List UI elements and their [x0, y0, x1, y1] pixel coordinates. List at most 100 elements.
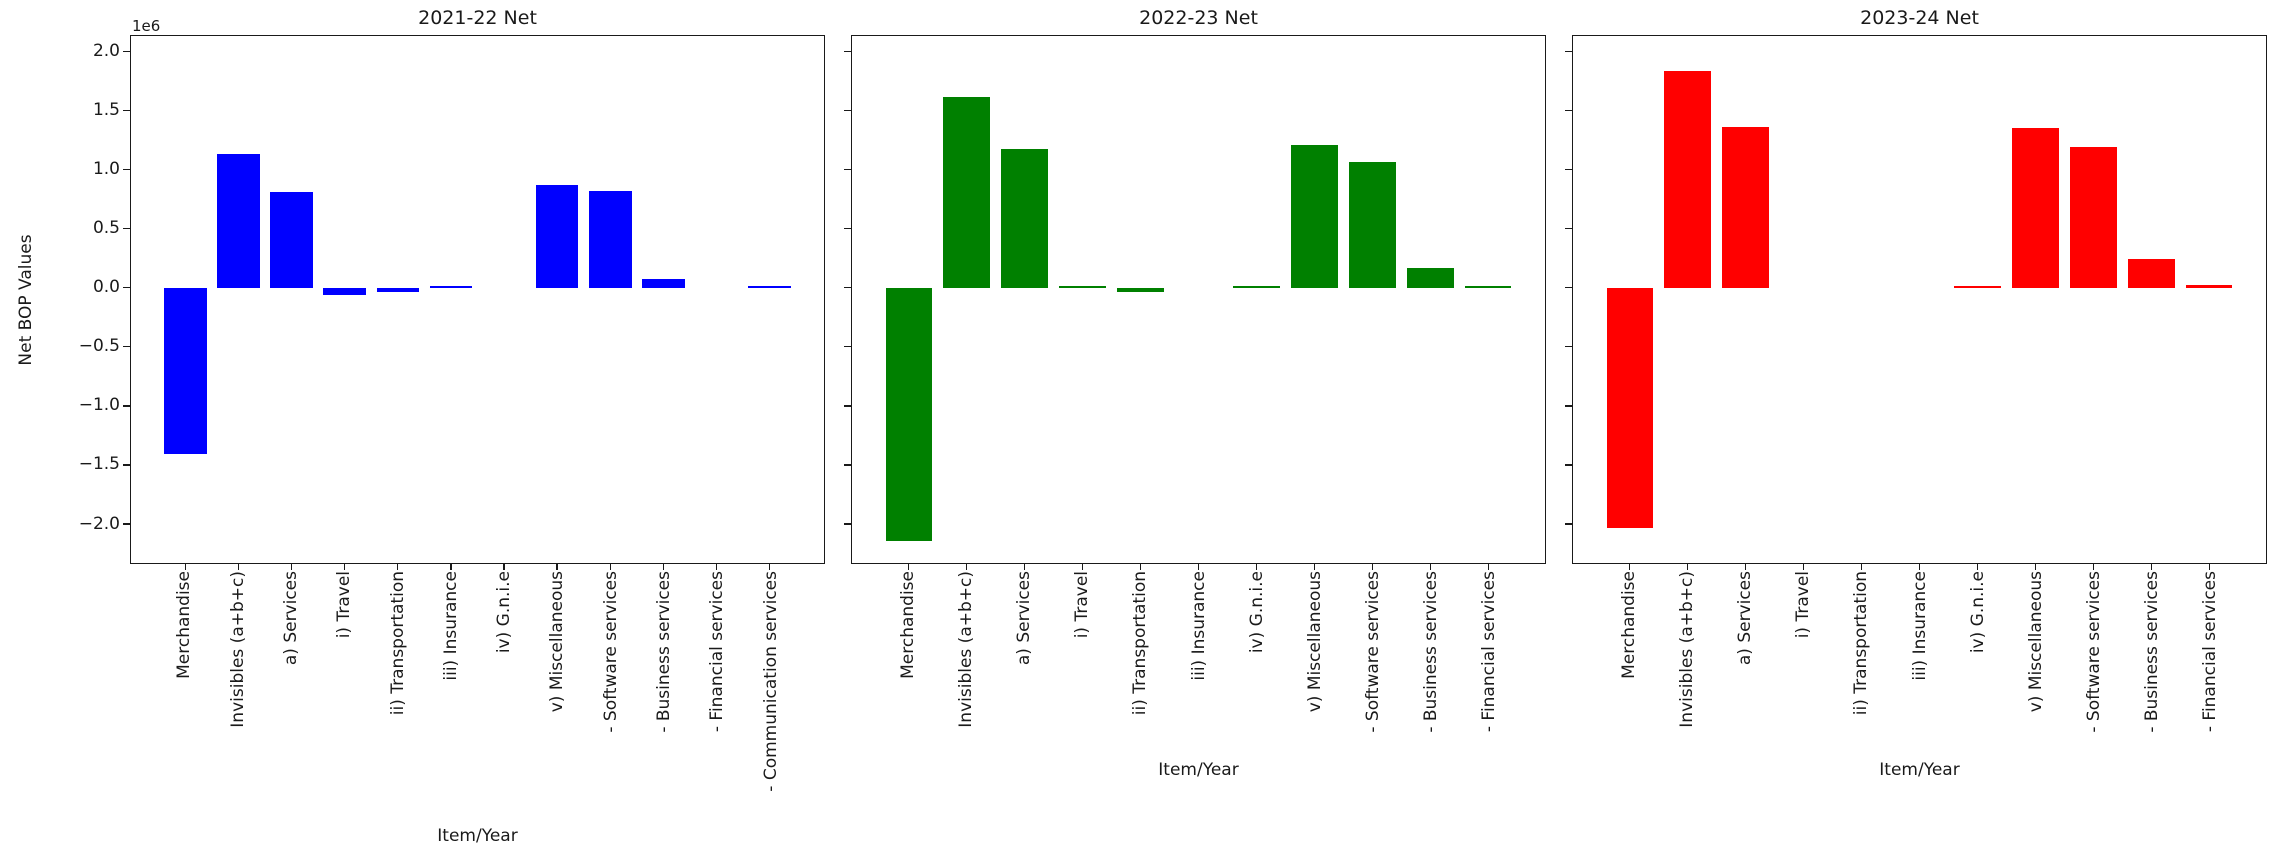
x-tick-mark: [556, 563, 558, 570]
y-tick-label: −1.5: [78, 454, 120, 475]
bar-a-services: [1001, 149, 1048, 288]
bar-i-travel: [1059, 286, 1106, 288]
y-tick-mark: [1565, 109, 1572, 112]
y-tick-label: −2.0: [78, 513, 120, 534]
bar-a-services: [1722, 126, 1769, 288]
x-tick-label: i) Travel: [1072, 571, 1093, 639]
charts-row: 1e6 2021-22 Net 2.0 1.5 1.0 0.5 0.0 −0.5 −1.0 −…: [79, 2, 2267, 848]
bar-invisibles-a-b-c: [943, 97, 990, 288]
x-tick-mark: [1686, 563, 1689, 570]
x-tick-mark: [2150, 563, 2153, 570]
x-tick-label: - Software services: [2083, 571, 2104, 733]
x-tick-label: v) Miscellaneous: [2025, 571, 2046, 713]
x-tick-label-wrap: iii) Insurance: [1910, 571, 1930, 681]
x-tick-label: - Business services: [653, 571, 674, 733]
bar-iii-insurance: [429, 286, 473, 288]
x-tick-mark: [907, 563, 910, 570]
x-tick-label-wrap: - Business services: [2142, 571, 2162, 733]
x-tick-label-wrap: iv) G.n.i.e: [1968, 571, 1988, 653]
x-tick-label: iv) G.n.i.e: [1246, 571, 1267, 654]
x-tick-label-wrap: ii) Transportation: [1851, 571, 1871, 715]
x-tick-label: i) Travel: [1793, 571, 1814, 639]
x-tick-label: v) Miscellaneous: [547, 571, 568, 713]
plot-area: [1565, 35, 2267, 570]
y-tick-mark: [844, 50, 851, 53]
y-tick-mark: [123, 286, 130, 289]
x-tick-mark: [715, 563, 718, 570]
x-tick-label-wrap: a) Services: [281, 571, 301, 665]
x-tick-label-wrap: ii) Transportation: [1130, 571, 1150, 715]
y-tick-mark: [123, 227, 130, 230]
bar-invisibles-a-b-c: [1664, 71, 1711, 288]
chart-title: 2022-23 Net: [1139, 7, 1258, 29]
x-tick-label-area: Merchandise Invisibles (a+b+c) a) Services…: [130, 564, 825, 826]
x-tick-label-wrap: Merchandise: [1619, 571, 1639, 679]
y-tick-mark: [844, 227, 851, 230]
x-tick-label-wrap: iv) G.n.i.e: [494, 571, 514, 653]
bar-a-services: [270, 191, 313, 288]
x-tick-label: v) Miscellaneous: [1304, 571, 1325, 713]
x-tick-label-wrap: i) Travel: [334, 571, 354, 638]
x-tick-mark: [1081, 563, 1084, 570]
x-tick-mark: [397, 563, 399, 570]
subplot-2023-24: 2023-24 Net Merchandise Invisibles (a+b+c…: [1565, 2, 2267, 782]
x-tick-label-wrap: - Communication services: [761, 571, 781, 792]
y-tick-label: 0.0: [92, 277, 120, 298]
y-tick-mark: [123, 464, 130, 466]
y-tick-mark: [1565, 523, 1572, 525]
x-tick-label-wrap: v) Miscellaneous: [1305, 571, 1325, 712]
x-tick-label-wrap: Invisibles (a+b+c): [228, 571, 248, 728]
x-tick-label-wrap: - Financial services: [707, 571, 727, 732]
bar-financial-services: [1465, 286, 1512, 288]
x-tick-mark: [1744, 563, 1747, 570]
x-tick-label-area: Merchandise Invisibles (a+b+c) a) Services…: [1572, 564, 2267, 760]
y-tick-label: 1.5: [92, 99, 120, 120]
y-tick-mark: [123, 346, 130, 348]
x-tick-label-wrap: Merchandise: [898, 571, 918, 679]
plot-area: [844, 35, 1546, 570]
x-tick-label: - Business services: [2142, 571, 2162, 733]
bar-communication-services: [748, 285, 791, 288]
x-tick-mark: [1023, 563, 1026, 570]
x-tick-label: ii) Transportation: [1851, 571, 1872, 716]
x-tick-mark: [2034, 563, 2037, 570]
bar-v-miscellaneous: [2012, 128, 2059, 288]
x-tick-label: Invisibles (a+b+c): [1676, 571, 1697, 728]
y-tick-mark: [1565, 227, 1572, 230]
x-tick-mark: [1197, 563, 1200, 570]
x-tick-label-wrap: - Business services: [654, 571, 674, 733]
x-tick-label-wrap: Merchandise: [174, 571, 194, 679]
x-tick-mark: [1802, 563, 1805, 570]
y-tick-mark: [844, 286, 851, 289]
x-axis-label: Item/Year: [1158, 760, 1239, 780]
x-tick-label: Invisibles (a+b+c): [955, 571, 976, 728]
bar-business-services: [1407, 267, 1454, 288]
x-tick-label: iv) G.n.i.e: [1967, 571, 1988, 654]
x-tick-mark: [450, 563, 452, 570]
x-tick-label: a) Services: [1735, 571, 1756, 666]
bar-ii-transportation: [1117, 287, 1164, 293]
chart-title: 2021-22 Net: [418, 7, 537, 29]
x-tick-label-wrap: v) Miscellaneous: [2026, 571, 2046, 712]
bar-software-services: [589, 190, 632, 288]
x-tick-label-wrap: a) Services: [1735, 571, 1755, 665]
bar-business-services: [642, 279, 685, 288]
plot-area: 2.0 1.5 1.0 0.5 0.0 −0.5 −1.0 −1.5 −2.0: [79, 35, 825, 570]
x-axis-label: Item/Year: [437, 826, 518, 846]
bar-merchandise: [885, 287, 932, 541]
x-tick-label: - Financial services: [707, 571, 728, 733]
bar-merchandise: [1606, 287, 1653, 528]
x-tick-label-wrap: - Software services: [1363, 571, 1383, 733]
bar-iv-g-n-i-e: [1954, 286, 2001, 288]
bar-ii-transportation: [376, 287, 420, 293]
x-tick-mark: [1429, 563, 1432, 570]
x-tick-label-wrap: i) Travel: [1072, 571, 1092, 638]
y-tick-mark: [844, 405, 851, 407]
x-tick-label-wrap: - Business services: [1421, 571, 1441, 733]
x-tick-mark: [237, 563, 240, 570]
bar-software-services: [1349, 162, 1396, 288]
chart-header: 2022-23 Net: [851, 2, 1546, 35]
y-tick-mark: [1565, 286, 1572, 289]
x-tick-label: Invisibles (a+b+c): [227, 571, 248, 728]
